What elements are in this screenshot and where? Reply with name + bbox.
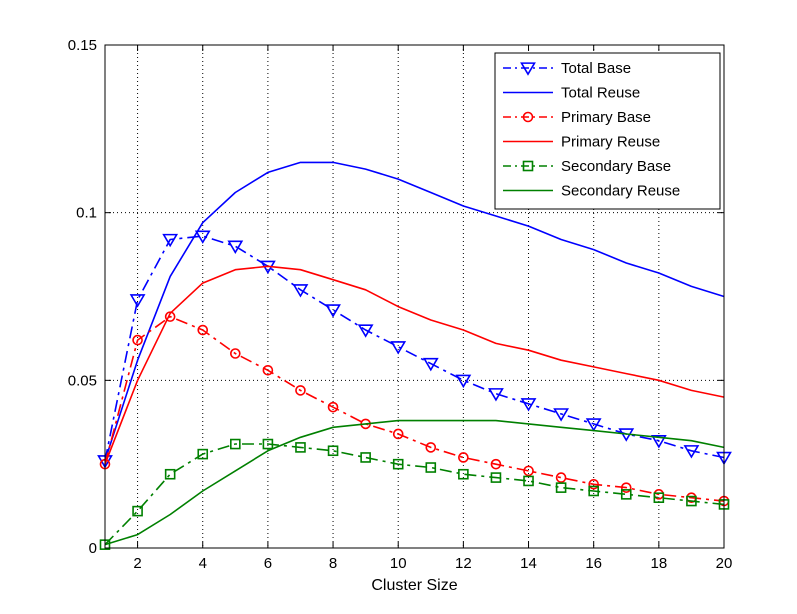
series-primary-reuse	[104, 265, 725, 465]
data-point	[292, 284, 309, 298]
data-point	[392, 458, 404, 470]
data-point	[262, 364, 274, 376]
x-tick-label: 2	[133, 555, 141, 572]
data-point	[164, 468, 176, 480]
data-point	[327, 401, 339, 413]
series-secondary-reuse	[104, 419, 725, 546]
data-point	[295, 442, 306, 453]
legend-item: Primary Base	[503, 109, 651, 126]
data-point	[620, 482, 632, 493]
data-point	[425, 442, 437, 453]
data-point	[422, 357, 439, 372]
legend-marker	[522, 111, 534, 123]
data-point	[360, 452, 371, 463]
legend-label: Primary Base	[561, 109, 651, 126]
series-secondary-base	[99, 438, 730, 550]
x-tick-label: 4	[199, 555, 207, 572]
legend-label: Secondary Reuse	[561, 183, 680, 200]
data-point	[620, 489, 632, 500]
data-point	[390, 341, 407, 355]
data-point	[162, 233, 179, 248]
legend-label: Secondary Base	[561, 158, 671, 175]
x-tick-label: 8	[329, 555, 337, 572]
legend-label: Primary Reuse	[561, 134, 660, 151]
data-point	[425, 462, 437, 473]
data-point	[588, 478, 599, 490]
data-point	[227, 240, 244, 254]
data-point	[458, 468, 469, 480]
data-point	[197, 324, 209, 336]
x-tick-label: 18	[650, 555, 667, 572]
data-point	[262, 438, 274, 450]
data-point	[132, 334, 143, 346]
series-total-reuse	[104, 161, 725, 462]
data-point	[650, 435, 667, 449]
y-tick-label: 0.05	[68, 372, 97, 389]
data-point	[490, 472, 502, 483]
plot-frame	[104, 44, 725, 549]
legend-item: Secondary Reuse	[503, 183, 680, 200]
data-point	[357, 324, 374, 338]
x-axis-label: Cluster Size	[371, 577, 457, 594]
legend-item: Total Base	[503, 60, 631, 77]
data-point	[132, 505, 143, 517]
x-tick-label: 14	[520, 555, 537, 572]
data-point	[490, 458, 502, 470]
x-tick-label: 16	[585, 555, 602, 572]
data-point	[553, 408, 570, 422]
data-point	[455, 374, 472, 389]
legend-item: Primary Reuse	[503, 134, 660, 151]
series-lines	[97, 161, 732, 550]
legend-label: Total Base	[561, 60, 631, 77]
data-point	[683, 445, 700, 459]
series-line	[104, 265, 725, 465]
legend-item: Secondary Base	[503, 158, 671, 175]
series-line	[104, 419, 725, 546]
legend-marker	[520, 62, 536, 76]
data-point	[588, 485, 599, 497]
series-primary-base	[99, 311, 730, 507]
x-tick-label: 6	[264, 555, 272, 572]
y-tick-label: 0.15	[68, 37, 97, 54]
x-tick-label: 10	[390, 555, 407, 572]
data-point	[230, 438, 241, 450]
data-point	[197, 448, 209, 460]
data-point	[194, 230, 211, 244]
x-tick-label: 20	[716, 555, 733, 572]
data-point	[523, 475, 534, 487]
legend-item: Total Reuse	[503, 85, 640, 102]
data-point	[585, 418, 602, 432]
x-tick-label: 12	[455, 555, 472, 572]
legend-box	[494, 52, 721, 210]
data-point	[325, 304, 341, 318]
data-point	[555, 482, 567, 493]
series-line	[104, 315, 725, 502]
data-point	[392, 428, 404, 440]
y-tick-label: 0	[89, 540, 97, 557]
legend: Total Base Total Reuse Primary Base Primary…	[494, 52, 721, 210]
y-tick-label: 0.1	[76, 205, 97, 222]
series-total-base	[97, 230, 732, 469]
data-point	[458, 452, 469, 463]
legend-label: Total Reuse	[561, 85, 640, 102]
legend-marker	[522, 160, 534, 172]
data-point	[164, 311, 176, 322]
series-line	[104, 235, 725, 461]
series-line	[104, 443, 725, 546]
data-point	[653, 492, 665, 504]
data-point	[523, 465, 534, 477]
data-point	[520, 398, 537, 412]
data-point	[686, 495, 697, 507]
series-line	[104, 161, 725, 462]
data-point	[488, 388, 504, 402]
data-point	[129, 294, 146, 308]
data-point	[327, 445, 339, 457]
data-point	[295, 385, 306, 396]
axis-ticks: 2 4 6 8 10 12 14 16 18 20 0 0.05 0.1 0.15	[68, 37, 733, 572]
data-point	[555, 472, 567, 483]
data-point	[230, 348, 241, 359]
